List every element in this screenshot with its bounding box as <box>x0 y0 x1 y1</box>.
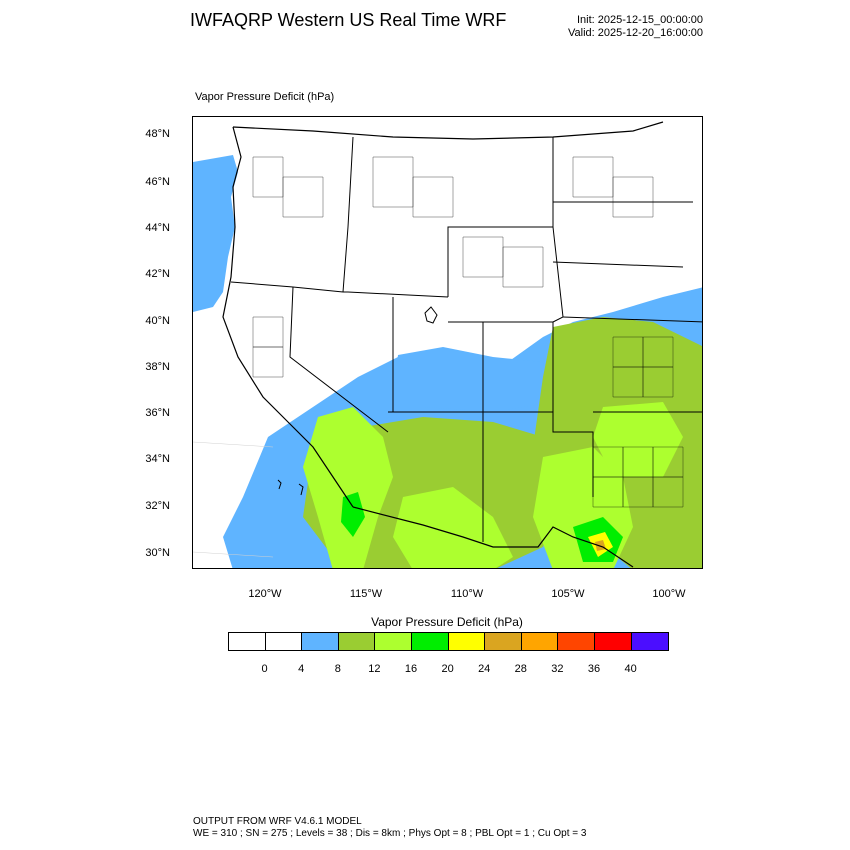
graticule <box>193 441 274 558</box>
lat-label: 34°N <box>145 453 170 465</box>
lat-label: 48°N <box>145 128 170 140</box>
colorbar-tick-label: 28 <box>514 663 527 675</box>
colorbar-swatch <box>448 633 486 650</box>
colorbar-tick-label: 4 <box>298 663 305 675</box>
colorbar-tick-label: 12 <box>368 663 381 675</box>
map-panel <box>192 116 703 569</box>
lon-label: 115°W <box>349 588 383 600</box>
vpd-region-coastal-nw <box>193 155 238 312</box>
colorbar-title: Vapor Pressure Deficit (hPa) <box>371 615 523 629</box>
lat-label: 36°N <box>145 407 170 419</box>
lon-label: 120°W <box>248 588 282 600</box>
footer-config: WE = 310 ; SN = 275 ; Levels = 38 ; Dis … <box>193 828 587 839</box>
county-borders <box>252 156 684 508</box>
vpd-region-lime-az <box>393 487 513 568</box>
vpd-region-green-baja <box>341 492 365 537</box>
lat-label: 38°N <box>145 361 170 373</box>
colorbar-swatch <box>594 633 632 650</box>
lat-label: 30°N <box>145 547 170 559</box>
colorbar-tick-label: 8 <box>334 663 341 675</box>
vpd-region-orange-bigbend <box>595 540 606 551</box>
national-borders <box>222 121 664 568</box>
water-bodies <box>277 306 438 496</box>
map-canvas <box>193 117 702 568</box>
colorbar-tick-label: 16 <box>404 663 418 675</box>
colorbar-swatch <box>631 633 669 650</box>
lat-label: 40°N <box>145 315 170 327</box>
lat-label: 42°N <box>145 268 170 280</box>
lon-label: 100°W <box>652 588 686 600</box>
lon-label: 110°W <box>450 588 484 600</box>
colorbar-swatch <box>558 633 595 650</box>
valid-time: Valid: 2025-12-20_16:00:00 <box>568 27 703 39</box>
colorbar-tick-label: 36 <box>587 663 601 675</box>
colorbar-tick-label: 40 <box>624 663 637 675</box>
lon-label: 105°W <box>551 588 585 600</box>
colorbar-swatch <box>302 633 339 650</box>
colorbar-tick-label: 0 <box>261 663 268 675</box>
vpd-region-lime-socal <box>303 407 393 568</box>
init-time: Init: 2025-12-15_00:00:00 <box>577 14 703 26</box>
colorbar-tick-label: 32 <box>551 663 564 675</box>
colorbar-tick-label: 20 <box>441 663 454 675</box>
lat-label: 44°N <box>145 222 170 234</box>
lat-label: 32°N <box>145 500 170 512</box>
colorbar-swatch <box>485 633 522 650</box>
colorbar-swatch <box>229 633 266 650</box>
footer-model: OUTPUT FROM WRF V4.6.1 MODEL <box>193 816 362 827</box>
plot-title: IWFAQRP Western US Real Time WRF <box>190 10 507 30</box>
state-borders <box>230 136 702 542</box>
lat-label: 46°N <box>145 176 170 188</box>
vpd-region-blue-utah <box>393 347 553 412</box>
field-label: Vapor Pressure Deficit (hPa) <box>195 91 335 103</box>
colorbar-swatch <box>375 633 412 650</box>
colorbar-swatch <box>265 633 303 650</box>
colorbar <box>228 632 670 651</box>
colorbar-swatch <box>411 633 449 650</box>
colorbar-swatch <box>521 633 559 650</box>
colorbar-swatch <box>338 633 376 650</box>
vpd-region-lime-okla <box>593 402 683 477</box>
colorbar-tick-label: 24 <box>478 663 491 675</box>
